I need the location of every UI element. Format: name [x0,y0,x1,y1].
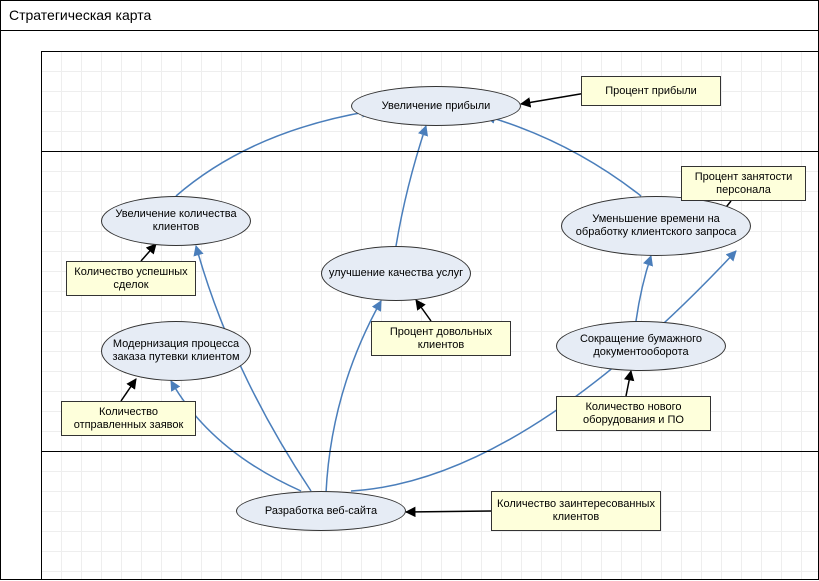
metric-node: Процент довольных клиентов [371,321,511,356]
edge-arrow [521,93,586,104]
edge-arrow [141,244,156,261]
metric-node: Количество отправленных заявок [61,401,196,436]
title-separator [1,31,818,52]
edge-arrow [171,381,301,491]
swimlane-header-column [1,51,42,579]
title-text: Стратегическая карта [9,7,151,23]
goal-node: Увеличение прибыли [351,86,521,126]
edge-arrow [636,256,651,321]
swimlane-separator [41,451,818,452]
edge-arrow [626,371,631,396]
edge-arrow [486,116,641,196]
diagram-container: Стратегическая карта ФинансыВнутренние б… [0,0,819,580]
metric-node: Процент занятости персонала [681,166,806,201]
goal-node: Разработка веб-сайта [236,491,406,531]
edge-arrow [416,300,431,321]
diagram-title: Стратегическая карта [1,1,818,31]
metric-node: Количество нового оборудования и ПО [556,396,711,431]
edge-arrow [406,511,491,512]
metric-node: Количество успешных сделок [66,261,196,296]
edge-arrow [396,126,426,246]
goal-node: Сокращение бумажного документооборота [556,321,726,371]
goal-node: Модернизация процесса заказа путевки кли… [101,321,251,381]
goal-node: Уменьшение времени на обработку клиентск… [561,196,751,256]
edge-arrow [176,111,371,196]
metric-node: Количество заинтересованных клиентов [491,491,661,531]
swimlane-separator [41,151,818,152]
metric-node: Процент прибыли [581,76,721,106]
edge-arrow [121,379,136,401]
goal-node: улучшение качества услуг [321,246,471,301]
goal-node: Увеличение количества клиентов [101,196,251,246]
